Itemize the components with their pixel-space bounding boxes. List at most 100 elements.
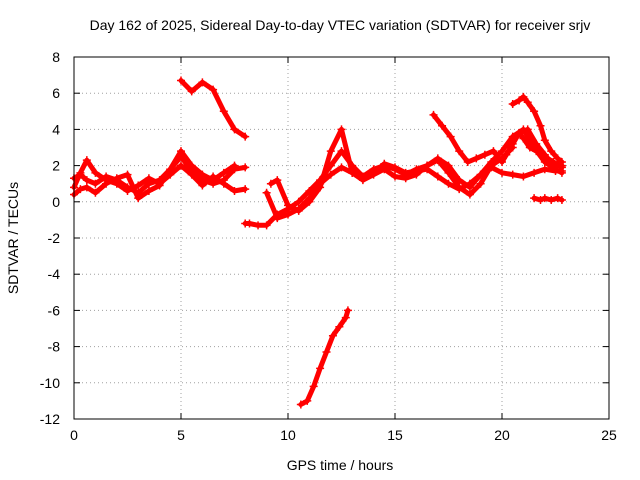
axis-ticks: 0 5 10 15 20 25 -12 -10 -8 -6 -4 -2 0 2 4 6 8 <box>40 49 617 443</box>
data-point <box>515 129 524 138</box>
data-point <box>219 107 228 116</box>
data-point <box>523 125 532 134</box>
data-point <box>309 382 318 391</box>
series-line-track-i <box>510 94 565 165</box>
data-point <box>523 98 532 107</box>
data-point <box>262 221 271 230</box>
data-point <box>326 170 335 179</box>
data-point <box>230 125 239 134</box>
data-point <box>198 170 207 179</box>
data-point <box>177 147 185 156</box>
data-point <box>241 163 250 172</box>
data-point <box>508 139 517 148</box>
data-point <box>134 194 143 203</box>
data-point <box>341 313 350 322</box>
data-point <box>328 331 337 340</box>
data-point <box>532 147 541 156</box>
data-point <box>322 348 331 357</box>
data-point <box>343 306 352 315</box>
data-point <box>540 136 549 145</box>
data-point <box>429 110 438 119</box>
x-tick-label: 10 <box>280 427 296 443</box>
data-point <box>112 174 121 183</box>
data-point <box>337 125 346 134</box>
x-tick-label: 0 <box>70 427 78 443</box>
data-point <box>391 163 399 172</box>
data-point <box>102 179 111 188</box>
data-point <box>530 168 539 177</box>
y-tick-label: 4 <box>52 121 60 137</box>
data-point <box>209 85 218 94</box>
data-point <box>480 150 489 159</box>
data-point <box>465 179 474 188</box>
data-point <box>553 154 562 163</box>
y-tick-label: -6 <box>48 302 61 318</box>
data-point <box>155 181 164 190</box>
data-point <box>76 168 85 177</box>
data-point <box>547 195 556 204</box>
data-point <box>472 154 481 163</box>
data-point <box>508 100 517 109</box>
data-point <box>557 195 566 204</box>
y-tick-label: -2 <box>48 230 61 246</box>
data-series <box>70 76 566 409</box>
y-tick-label: 6 <box>52 85 60 101</box>
series-track-l <box>296 306 352 409</box>
data-point <box>549 157 558 166</box>
data-point <box>82 156 91 165</box>
data-point <box>144 186 153 195</box>
data-point <box>476 170 485 179</box>
data-point <box>219 168 228 177</box>
data-point <box>446 132 455 141</box>
data-point <box>91 179 100 188</box>
data-point <box>219 179 228 188</box>
data-point <box>530 194 539 203</box>
x-tick-label: 25 <box>601 427 617 443</box>
x-tick-label: 5 <box>177 427 185 443</box>
data-point <box>144 174 153 183</box>
data-point <box>380 159 389 168</box>
x-axis-label: GPS time / hours <box>287 457 394 473</box>
x-tick-label: 20 <box>494 427 510 443</box>
data-point <box>91 188 100 197</box>
data-point <box>369 168 378 177</box>
data-point <box>540 165 549 174</box>
data-point <box>525 143 534 152</box>
data-point <box>198 181 207 190</box>
data-point <box>230 161 239 170</box>
y-tick-label: -10 <box>40 375 60 391</box>
series-track-g <box>262 159 566 223</box>
data-point <box>540 152 549 161</box>
series-track-k <box>530 194 566 204</box>
data-point <box>241 132 250 141</box>
data-point <box>316 364 325 373</box>
data-point <box>335 322 344 331</box>
data-point <box>519 172 528 181</box>
data-point <box>82 176 91 185</box>
data-point <box>303 396 312 405</box>
data-point <box>266 179 275 188</box>
data-point <box>245 219 254 228</box>
data-point <box>177 161 185 170</box>
data-point <box>455 176 464 185</box>
series-line-track-h <box>431 112 565 169</box>
data-point <box>284 201 292 210</box>
data-point <box>487 163 496 172</box>
data-point <box>337 163 346 172</box>
data-point <box>241 185 250 194</box>
data-point <box>455 185 464 194</box>
data-point <box>547 147 556 156</box>
data-point <box>532 139 541 148</box>
data-point <box>123 186 132 195</box>
data-point <box>540 194 549 203</box>
series-track-j <box>502 129 566 172</box>
data-point <box>465 190 474 199</box>
data-point <box>254 221 263 230</box>
data-point <box>296 400 305 409</box>
data-point <box>187 170 196 179</box>
data-point <box>337 147 346 156</box>
data-point <box>498 168 506 177</box>
data-point <box>519 92 528 101</box>
data-point <box>433 172 442 181</box>
